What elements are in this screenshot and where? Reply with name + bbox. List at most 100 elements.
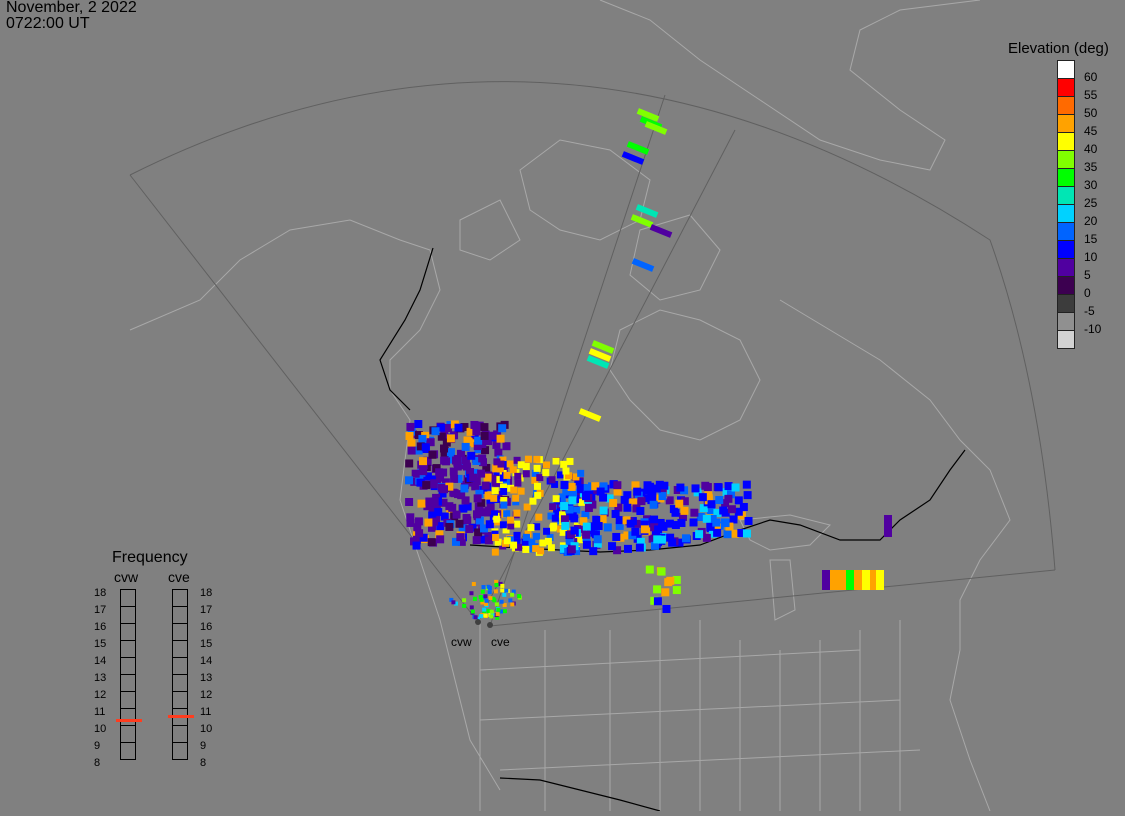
echo-cell <box>659 522 668 531</box>
echo-cell <box>672 575 681 584</box>
echo-cell <box>504 588 509 593</box>
station-layer <box>475 619 493 628</box>
legend-swatch <box>1057 258 1075 276</box>
echo-cell <box>569 489 578 498</box>
echo-cell <box>503 510 511 518</box>
echo-cell <box>469 591 474 596</box>
freq-cell <box>172 725 188 743</box>
echo-cell <box>472 427 481 436</box>
echo-cell <box>637 497 646 506</box>
echo-cell <box>544 537 552 545</box>
echo-cell <box>467 451 476 460</box>
echo-cell <box>636 108 660 122</box>
echo-cell <box>489 614 494 619</box>
freq-tick-label: 15 <box>94 638 107 650</box>
echo-cell <box>502 526 510 534</box>
legend-tick-label: 35 <box>1084 160 1098 174</box>
echo-cell <box>613 487 622 496</box>
echo-cell <box>593 539 602 548</box>
echo-cell <box>623 544 632 553</box>
echo-cell <box>498 581 503 586</box>
echo-cell <box>449 467 458 476</box>
echo-cell <box>419 467 428 476</box>
echo-cell <box>562 467 570 475</box>
freq-tick-label: 13 <box>94 672 107 684</box>
echo-cell <box>862 570 870 590</box>
echo-cell <box>405 476 414 485</box>
echo-cell <box>565 472 573 480</box>
echo-cell <box>477 508 486 517</box>
echo-cell <box>491 487 499 495</box>
echo-cell <box>643 481 652 490</box>
echo-cell <box>678 512 687 521</box>
echo-cell <box>822 570 830 590</box>
echo-cell <box>509 466 517 474</box>
echo-cell <box>568 496 577 505</box>
legend-tick-label: 20 <box>1084 214 1098 228</box>
echo-cell <box>528 538 536 546</box>
echo-cell <box>470 609 475 614</box>
echo-cell <box>422 481 431 490</box>
echo-cell <box>472 456 481 465</box>
echo-cell <box>626 519 635 528</box>
echo-cell <box>514 479 522 487</box>
great-lakes <box>739 514 831 551</box>
echo-cell <box>478 454 487 463</box>
echo-cell <box>417 499 426 508</box>
echo-cell <box>564 511 572 519</box>
echo-cell <box>515 543 523 551</box>
echo-cell <box>727 505 736 514</box>
fov-right-edge <box>489 569 1056 627</box>
echo-cell <box>672 586 681 595</box>
echo-cell <box>497 460 505 468</box>
freq-tick-label: 11 <box>200 706 212 718</box>
echo-cell <box>671 508 680 517</box>
echo-cell <box>416 442 425 451</box>
echo-cell <box>712 518 721 527</box>
echo-cell <box>615 516 624 525</box>
echo-cell <box>406 422 415 431</box>
echo-cell <box>517 594 522 599</box>
echo-cell <box>707 500 716 509</box>
echo-cell <box>635 204 659 218</box>
echo-cell <box>577 536 585 544</box>
echo-cell <box>475 489 484 498</box>
echo-cell <box>675 499 684 508</box>
echo-cell <box>649 500 658 509</box>
freq-tick-label: 16 <box>200 621 213 633</box>
echo-layer <box>405 108 892 621</box>
echo-cell <box>481 446 490 455</box>
echo-cell <box>830 570 838 590</box>
echo-cell <box>702 514 711 523</box>
echo-cell <box>578 498 586 506</box>
legend-swatch <box>1057 222 1075 240</box>
echo-cell <box>405 459 414 468</box>
echo-cell <box>446 434 455 443</box>
echo-cell <box>488 596 493 601</box>
echo-cell <box>492 440 501 449</box>
echo-cell <box>428 503 437 512</box>
station-marker-cve <box>487 622 493 628</box>
echo-cell <box>479 597 484 602</box>
echo-cell <box>729 515 738 524</box>
echo-cell <box>680 506 689 515</box>
echo-cell <box>466 427 475 436</box>
echo-cell <box>737 528 746 537</box>
freq-cell <box>120 725 136 743</box>
echo-cell <box>591 530 600 539</box>
echo-cell <box>576 485 585 494</box>
mexico-border <box>499 777 661 812</box>
echo-cell <box>578 408 602 422</box>
echo-cell <box>512 494 520 502</box>
echo-cell <box>698 493 707 502</box>
echo-cell <box>662 604 671 613</box>
echo-cell <box>453 454 462 463</box>
echo-cell <box>511 589 516 594</box>
echo-cell <box>645 565 654 574</box>
echo-cell <box>510 592 515 597</box>
echo-cell <box>640 525 649 534</box>
echo-cell <box>539 539 547 547</box>
echo-cell <box>489 609 494 614</box>
echo-cell <box>613 481 622 490</box>
echo-cell <box>494 538 502 546</box>
